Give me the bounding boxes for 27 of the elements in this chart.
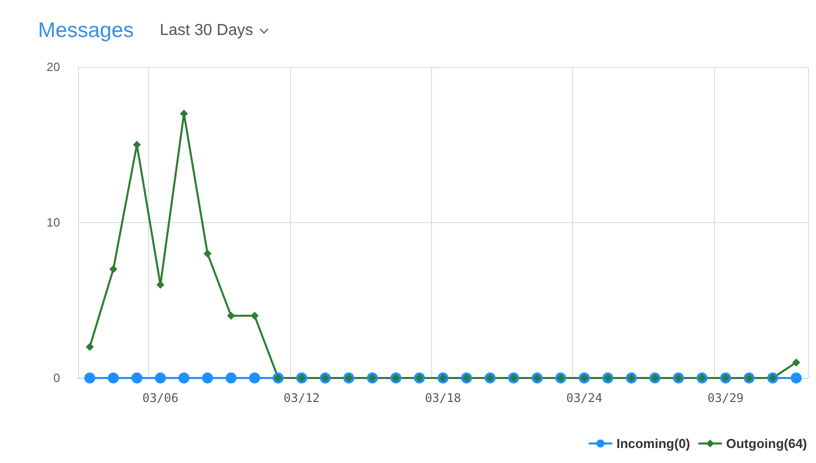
x-tick-label: 03/12 — [284, 391, 320, 405]
point — [84, 372, 96, 384]
point — [109, 265, 118, 274]
point — [108, 372, 119, 384]
chart-title: Messages — [38, 19, 134, 43]
point — [202, 372, 214, 384]
point — [227, 312, 236, 320]
point — [250, 312, 259, 320]
x-tick-label: 03/24 — [566, 391, 602, 405]
point — [154, 372, 166, 384]
point — [204, 250, 212, 258]
x-tick-label: 03/29 — [708, 391, 744, 405]
y-tick-label: 20 — [46, 60, 60, 74]
legend-label: Incoming(0) — [616, 436, 690, 451]
y-tick-label: 10 — [46, 216, 60, 230]
y-tick-label: 0 — [53, 371, 60, 385]
chart-subtitle: Last 30 Days — [160, 22, 254, 40]
point — [86, 342, 94, 351]
point — [792, 358, 800, 366]
legend-label: Outgoing(64) — [726, 436, 808, 451]
point — [226, 372, 237, 384]
point — [178, 372, 190, 384]
x-tick-label: 03/06 — [142, 391, 178, 405]
point — [249, 372, 260, 384]
point — [790, 372, 802, 384]
x-tick-label: 03/18 — [424, 391, 462, 405]
point — [131, 372, 142, 384]
